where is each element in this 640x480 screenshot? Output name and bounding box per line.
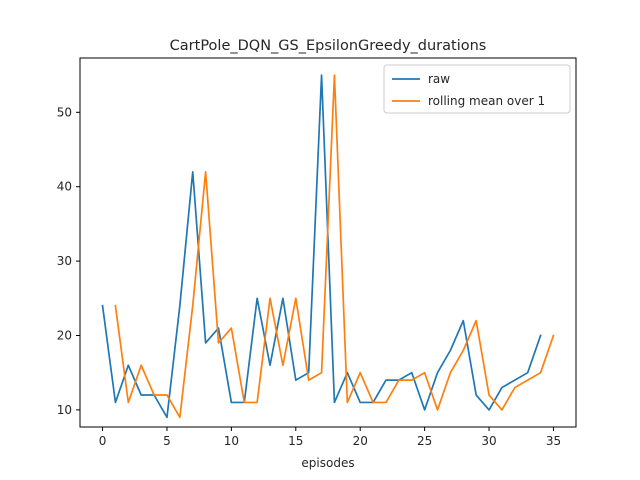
y-tick-label: 40 bbox=[57, 180, 72, 194]
y-tick-label: 30 bbox=[57, 254, 72, 268]
y-tick-label: 10 bbox=[57, 403, 72, 417]
chart-title: CartPole_DQN_GS_EpsilonGreedy_durations bbox=[170, 38, 487, 54]
x-tick-label: 20 bbox=[353, 434, 368, 448]
x-axis-title: episodes bbox=[301, 456, 354, 470]
x-tick-label: 5 bbox=[163, 434, 171, 448]
axis-ticks: 0 5 10 15 20 25 30 35 10 20 30 40 50 bbox=[57, 105, 561, 448]
legend-box bbox=[383, 64, 571, 114]
axes-border bbox=[79, 57, 577, 428]
x-tick-label: 25 bbox=[417, 434, 432, 448]
y-tick-label: 50 bbox=[57, 105, 72, 119]
series-lines bbox=[101, 74, 555, 419]
series-line-rolling-mean bbox=[114, 74, 555, 419]
series-line-raw bbox=[101, 74, 542, 419]
x-tick-label: 30 bbox=[481, 434, 496, 448]
legend: raw rolling mean over 1 bbox=[383, 64, 571, 114]
x-tick-label: 10 bbox=[224, 434, 239, 448]
x-tick-label: 0 bbox=[99, 434, 107, 448]
legend-label: raw bbox=[428, 72, 450, 86]
y-tick-label: 20 bbox=[57, 328, 72, 342]
x-tick-label: 35 bbox=[546, 434, 561, 448]
x-tick-label: 15 bbox=[288, 434, 303, 448]
legend-label: rolling mean over 1 bbox=[428, 94, 545, 108]
